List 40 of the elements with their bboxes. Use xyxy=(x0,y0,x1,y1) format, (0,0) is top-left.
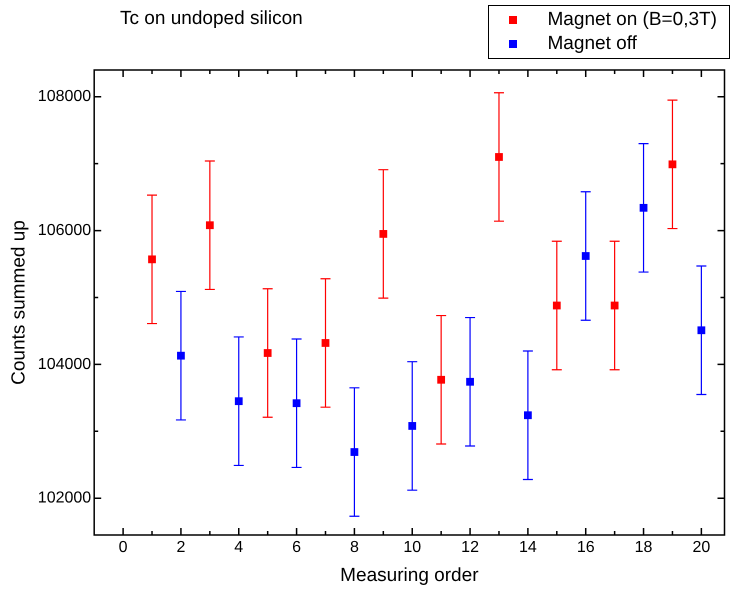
point xyxy=(466,378,474,386)
x-tick-label: 14 xyxy=(518,539,537,556)
x-tick-label: 0 xyxy=(118,539,128,556)
point xyxy=(350,448,358,456)
point xyxy=(322,339,330,347)
x-tick-label: 18 xyxy=(634,539,653,556)
legend-label: Magnet on (B=0,3T) xyxy=(547,9,717,31)
x-tick-label: 20 xyxy=(692,539,710,556)
point xyxy=(610,302,619,310)
legend-label: Magnet off xyxy=(547,33,637,55)
x-tick-label: 10 xyxy=(403,539,422,556)
point xyxy=(582,252,590,260)
point xyxy=(234,397,243,406)
point xyxy=(668,160,676,168)
x-tick-label: 12 xyxy=(461,539,480,556)
point xyxy=(148,255,156,264)
x-tick-label: 8 xyxy=(350,539,359,556)
x-axis-title: Measuring order xyxy=(340,564,480,586)
point xyxy=(292,399,300,408)
y-tick-label: 108000 xyxy=(38,88,92,106)
point xyxy=(697,326,706,334)
point xyxy=(408,422,416,430)
x-tick-label: 4 xyxy=(234,539,244,556)
y-tick-label: 102000 xyxy=(38,490,92,507)
x-tick-label: 6 xyxy=(292,539,302,556)
point xyxy=(640,204,648,212)
chart-title: Tc on undoped silicon xyxy=(120,8,303,30)
point xyxy=(552,302,561,310)
x-tick-label: 2 xyxy=(176,539,186,556)
point xyxy=(206,221,214,230)
point xyxy=(437,376,446,384)
point xyxy=(264,349,272,357)
point xyxy=(495,153,503,161)
x-tick-label: 16 xyxy=(576,539,595,556)
y-tick-label: 106000 xyxy=(38,222,92,239)
y-axis-title: Counts summed up xyxy=(8,220,30,385)
y-tick-label: 104000 xyxy=(38,356,92,373)
point xyxy=(177,352,185,360)
point xyxy=(524,411,532,420)
point xyxy=(379,230,388,238)
